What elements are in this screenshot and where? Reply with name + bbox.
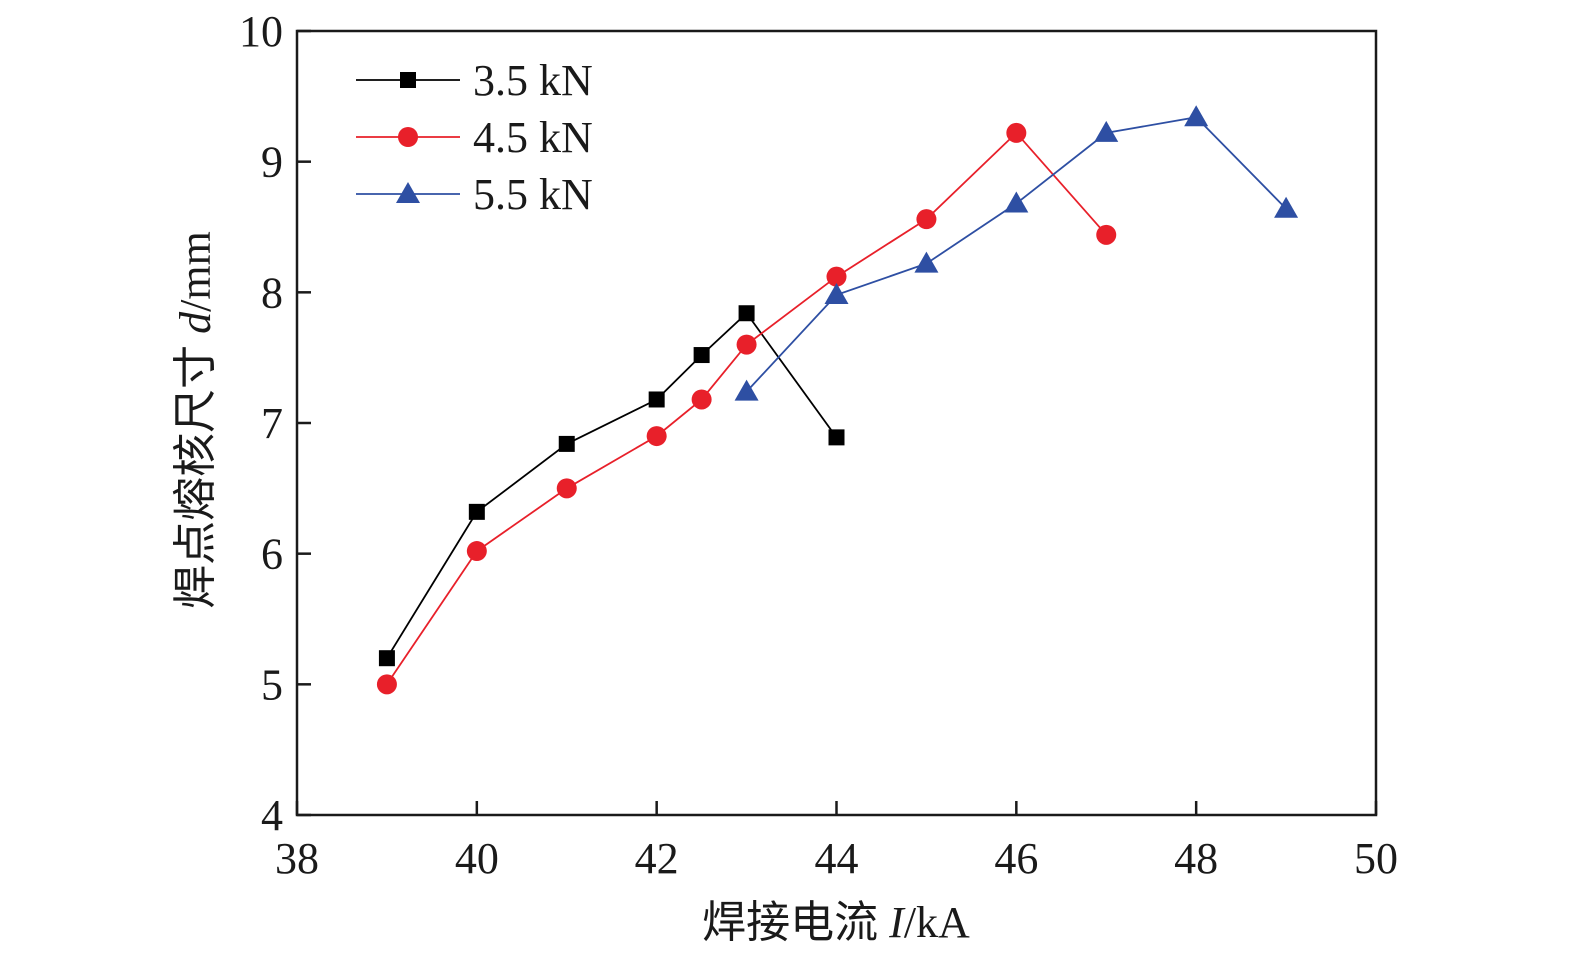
data-point xyxy=(1006,122,1027,143)
series-line xyxy=(386,131,1107,685)
data-point xyxy=(648,391,665,408)
y-tick-label: 7 xyxy=(261,399,283,448)
series-line xyxy=(745,116,1287,393)
legend: 3.5 kN 4.5 kN 5.5 kN xyxy=(356,56,593,219)
series-2 xyxy=(376,122,1117,695)
legend-marker xyxy=(396,182,420,203)
x-tick-label: 48 xyxy=(1174,834,1218,883)
data-point xyxy=(558,435,575,452)
series-1 xyxy=(378,305,845,667)
data-point xyxy=(1274,196,1299,218)
series-line xyxy=(386,311,838,659)
x-axis-title: 焊接电流 I/kA xyxy=(702,898,970,947)
data-point xyxy=(466,541,487,562)
y-tick-label: 10 xyxy=(239,7,283,56)
data-point xyxy=(738,305,755,322)
data-point xyxy=(826,266,847,287)
plot-frame xyxy=(295,29,1378,817)
data-point xyxy=(691,389,712,410)
data-point xyxy=(378,650,395,667)
legend-label: 3.5 kN xyxy=(473,56,593,105)
x-tick-label: 38 xyxy=(275,834,319,883)
y-tick-label: 9 xyxy=(261,138,283,187)
legend-marker xyxy=(400,72,416,88)
legend-entry-2: 4.5 kN xyxy=(356,113,593,162)
data-point xyxy=(734,379,759,401)
axes: 38 40 42 44 46 48 50 4 5 6 7 8 9 10 xyxy=(239,7,1398,883)
data-point xyxy=(468,503,485,520)
data-point xyxy=(376,674,397,695)
data-point xyxy=(824,282,849,304)
x-tick-label: 50 xyxy=(1354,834,1398,883)
legend-label: 4.5 kN xyxy=(473,113,593,162)
legend-label: 5.5 kN xyxy=(473,170,593,219)
y-tick-label: 8 xyxy=(261,268,283,317)
data-point xyxy=(693,347,710,364)
series-layer xyxy=(376,105,1299,695)
data-point xyxy=(828,429,845,446)
series-3 xyxy=(734,105,1299,401)
data-point xyxy=(1004,191,1029,213)
y-tick-label: 6 xyxy=(261,530,283,579)
data-point xyxy=(1184,105,1209,127)
legend-marker xyxy=(398,127,418,147)
data-point xyxy=(736,334,757,355)
data-point xyxy=(1096,224,1117,245)
data-point xyxy=(556,478,577,499)
data-point xyxy=(646,426,667,447)
data-point xyxy=(914,251,939,273)
x-tick-label: 46 xyxy=(994,834,1038,883)
x-tick-label: 44 xyxy=(815,834,859,883)
legend-entry-1: 3.5 kN xyxy=(356,56,593,105)
y-tick-label: 5 xyxy=(261,660,283,709)
data-point xyxy=(916,209,937,230)
x-tick-label: 40 xyxy=(455,834,499,883)
x-tick-label: 42 xyxy=(635,834,679,883)
data-point xyxy=(1094,120,1119,142)
y-tick-label: 4 xyxy=(261,791,283,840)
y-axis-title: 焊点熔核尺寸 d/mm xyxy=(171,231,220,609)
legend-entry-3: 5.5 kN xyxy=(356,170,593,219)
